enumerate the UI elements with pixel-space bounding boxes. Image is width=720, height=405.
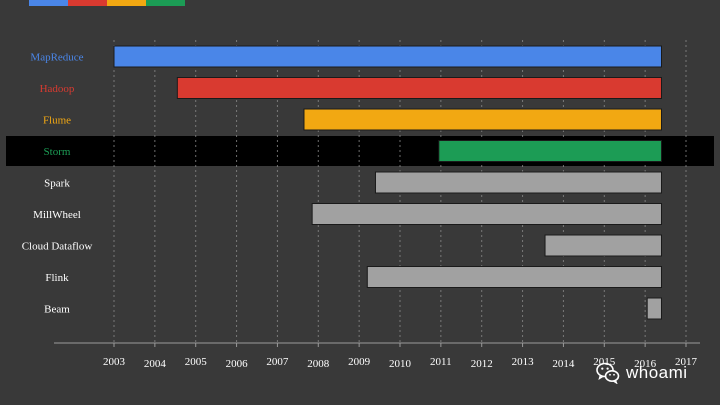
- x-tick-label: 2005: [185, 356, 208, 368]
- color-strip: [29, 0, 185, 6]
- label-layer: MapReduce Hadoop Flume Storm Spark MillWheel C…: [22, 52, 93, 316]
- color-strip-segment: [107, 0, 146, 6]
- bar-beam: [646, 297, 662, 320]
- x-tick-label: 2013: [512, 356, 535, 368]
- category-label: Beam: [44, 304, 70, 316]
- category-label: Spark: [44, 178, 70, 190]
- x-tick-label: 2004: [144, 358, 167, 370]
- category-label: Hadoop: [40, 83, 75, 95]
- bar-flink: [366, 266, 662, 288]
- x-tick-label: 2014: [552, 358, 575, 370]
- bar-layer: [113, 45, 662, 320]
- bar-millwheel: [311, 203, 662, 225]
- color-strip-segment: [68, 0, 107, 6]
- category-label: MapReduce: [30, 52, 83, 64]
- color-strip-segment: [146, 0, 185, 6]
- x-tick-label: 2009: [348, 356, 371, 368]
- bar-hadoop: [176, 77, 662, 99]
- x-tick-label: 2010: [389, 358, 412, 370]
- watermark: whoami: [596, 362, 688, 384]
- bar-flume: [303, 108, 662, 131]
- category-label: Flume: [43, 115, 71, 127]
- x-tick-label: 2012: [471, 358, 493, 370]
- category-label: Flink: [45, 272, 69, 284]
- bar-mapreduce: [113, 45, 662, 68]
- category-label: Storm: [44, 146, 71, 158]
- wechat-icon: [596, 362, 620, 384]
- color-strip-segment: [29, 0, 68, 6]
- x-axis: 2003 2004 2005 2006 2007 2008 2009 2010 2011 2012…: [54, 342, 700, 370]
- bar-storm: [438, 140, 662, 162]
- bar-cloud-dataflow: [544, 234, 662, 257]
- x-tick-label: 2007: [266, 356, 289, 368]
- x-tick-label: 2006: [226, 358, 249, 370]
- bar-spark: [374, 171, 662, 194]
- x-tick-label: 2011: [430, 356, 452, 368]
- x-tick-label: 2008: [307, 358, 330, 370]
- x-tick-label: 2003: [103, 356, 126, 368]
- watermark-text: whoami: [626, 363, 688, 382]
- x-tick-label: 2017: [675, 356, 698, 368]
- category-label: Cloud Dataflow: [22, 241, 93, 253]
- x-tick-label: 2016: [634, 358, 657, 370]
- category-label: MillWheel: [33, 209, 81, 221]
